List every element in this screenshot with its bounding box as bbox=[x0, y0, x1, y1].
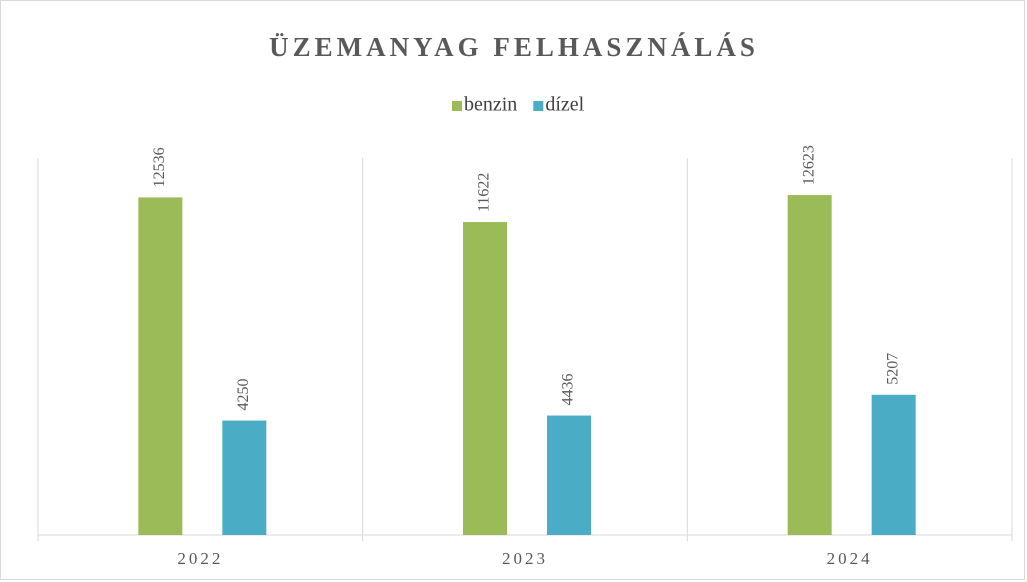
bar bbox=[138, 197, 183, 535]
bar bbox=[547, 415, 591, 535]
bar bbox=[871, 394, 916, 535]
data-label: 11622 bbox=[476, 173, 493, 212]
data-label: 12536 bbox=[151, 147, 168, 187]
legend-label: benzin bbox=[464, 94, 517, 116]
data-label: 4436 bbox=[560, 374, 577, 406]
legend-swatch bbox=[452, 101, 462, 111]
data-label: 4250 bbox=[235, 379, 252, 411]
chart-title: ÜZEMANYAG FELHASZNÁLÁS bbox=[269, 32, 759, 62]
x-tick-label: 2023 bbox=[502, 549, 548, 568]
bar bbox=[463, 222, 507, 536]
x-tick-label: 2022 bbox=[177, 549, 223, 568]
data-label: 5207 bbox=[884, 353, 901, 385]
data-label: 12623 bbox=[800, 145, 817, 185]
legend-label: dízel bbox=[545, 94, 584, 116]
x-tick-label: 2024 bbox=[827, 549, 873, 568]
bar bbox=[787, 195, 832, 536]
legend-swatch bbox=[533, 101, 544, 111]
bar bbox=[222, 420, 267, 535]
